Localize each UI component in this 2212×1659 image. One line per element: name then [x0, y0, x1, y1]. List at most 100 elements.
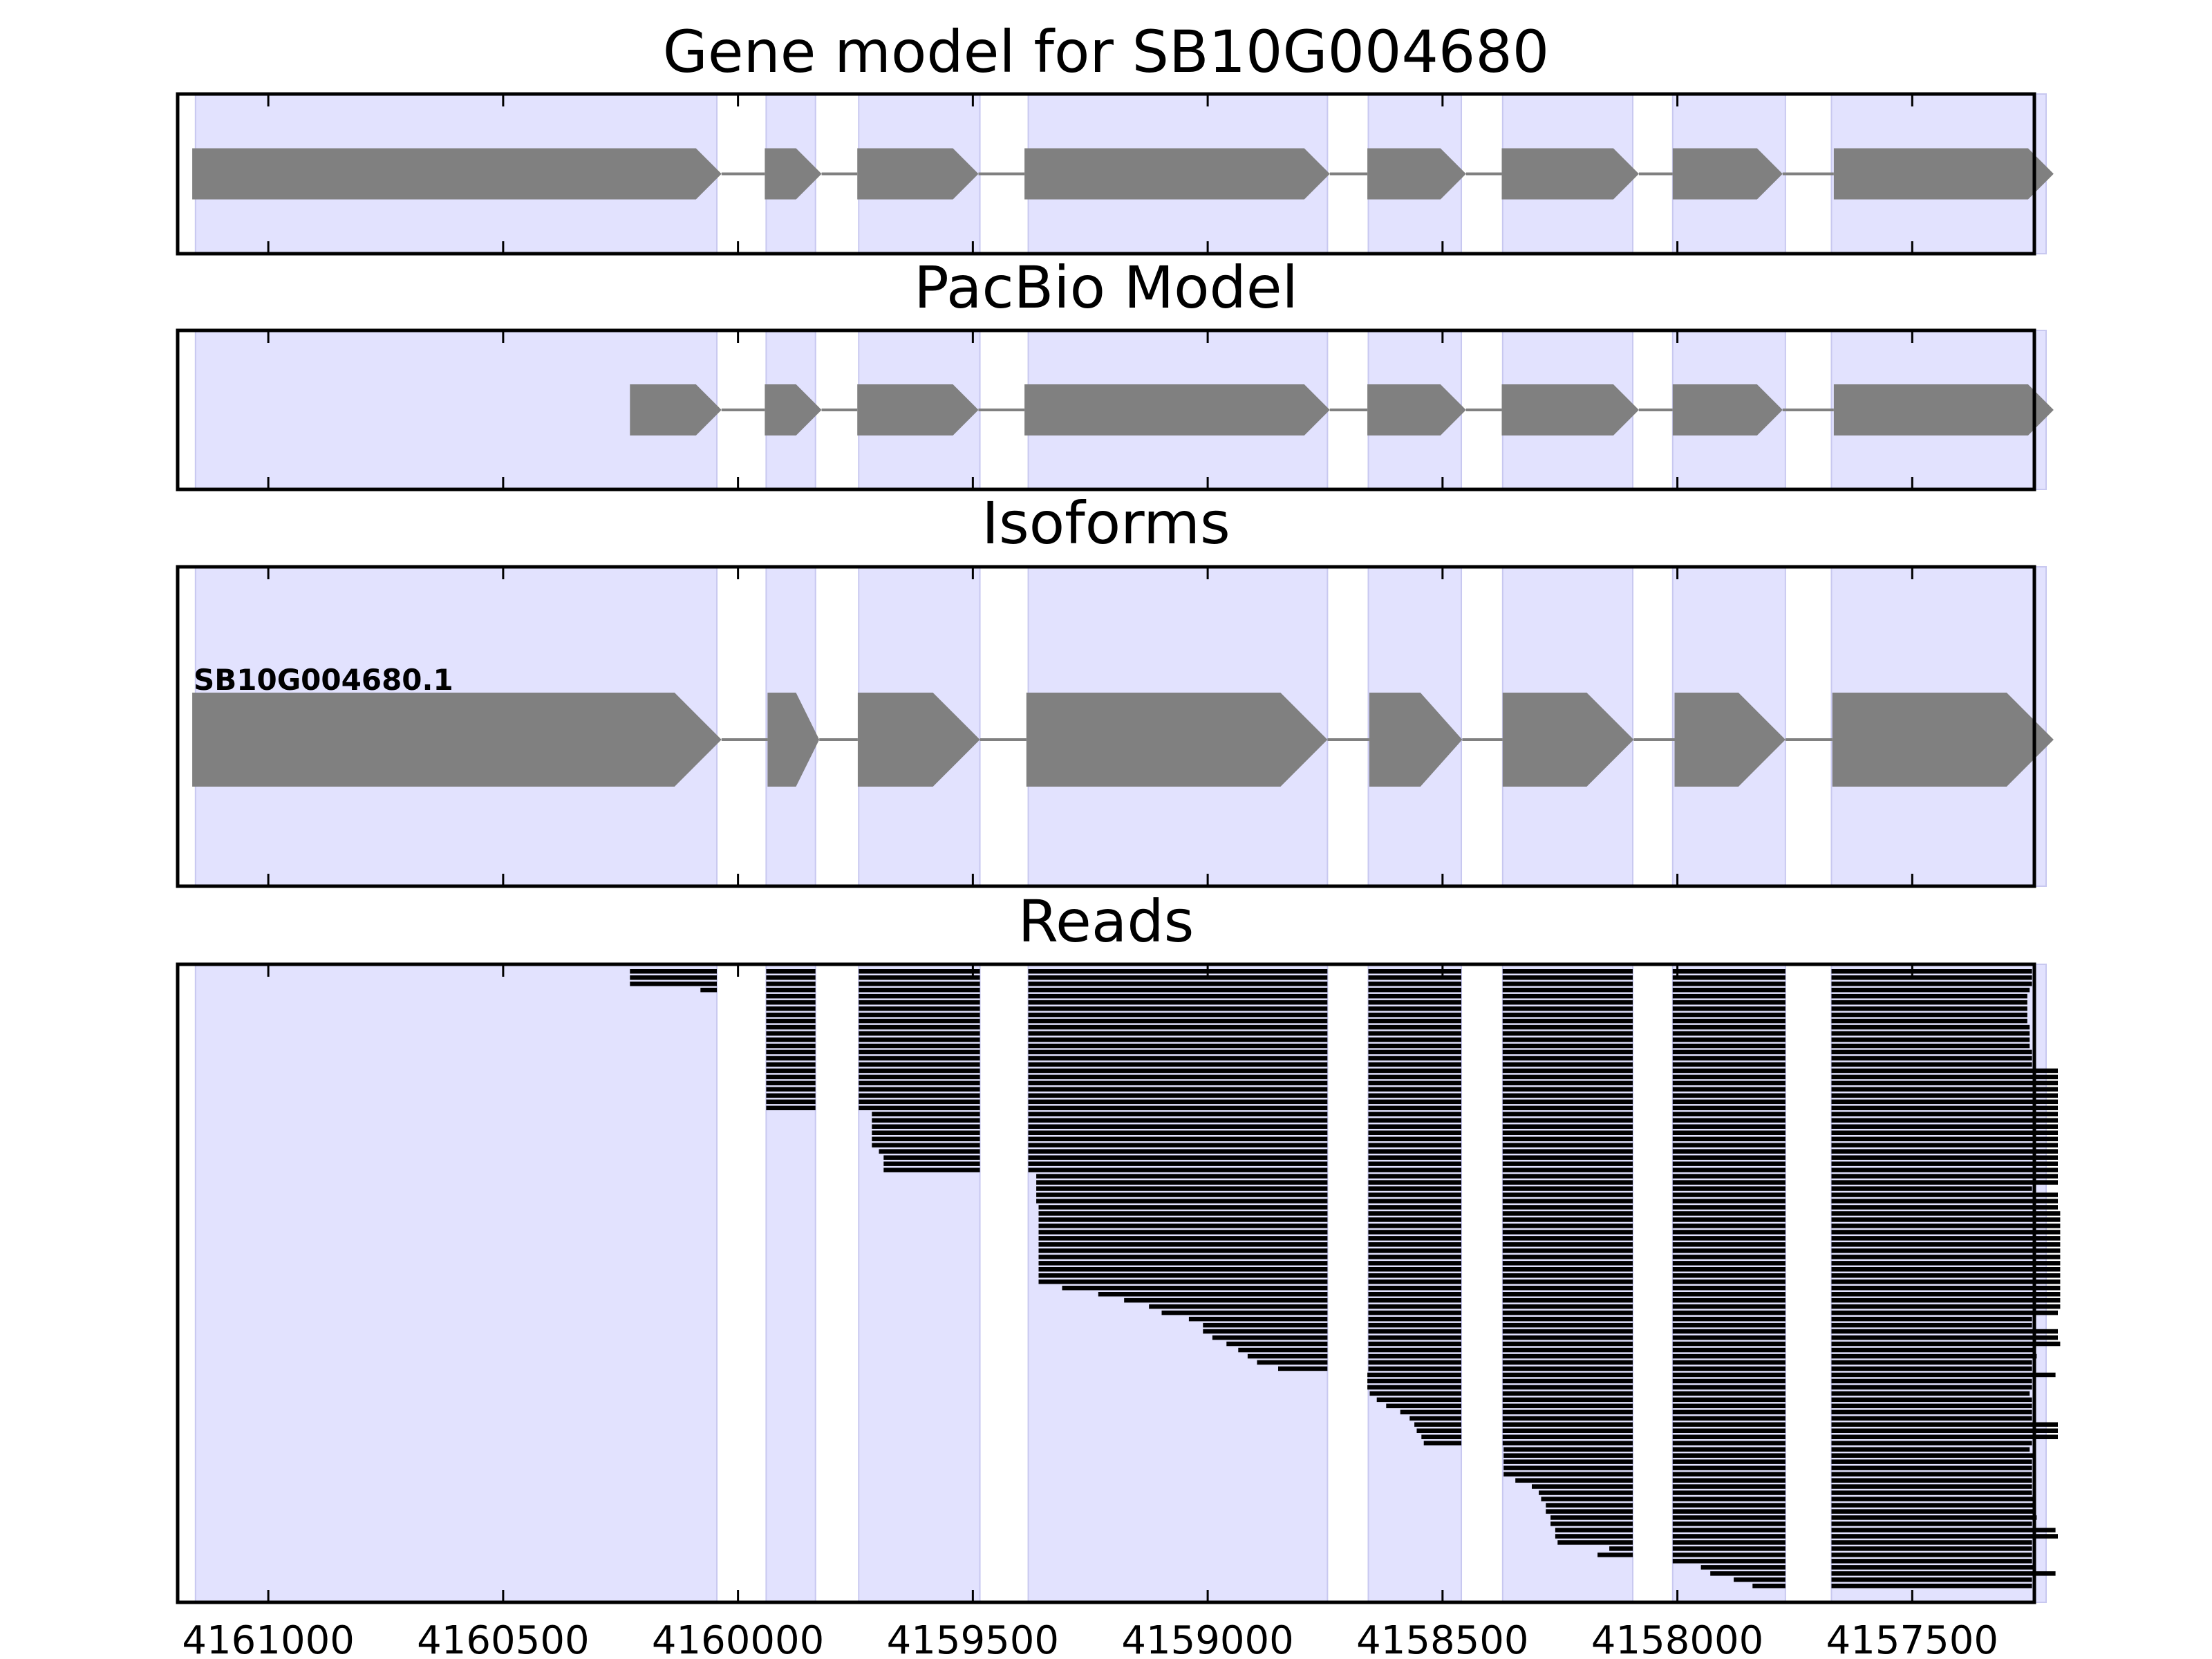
read-28-segment-5	[1672, 1136, 1785, 1141]
read-100-segment-2	[1831, 1584, 2032, 1588]
read-14-segment-2	[859, 1049, 980, 1055]
read-47-segment-4	[1672, 1255, 1785, 1259]
read-27-segment-3	[1368, 1130, 1461, 1135]
read-48-segment-4	[1672, 1261, 1785, 1266]
exon-shade-region-1	[194, 964, 718, 1603]
read-93-segment-1	[1557, 1540, 1633, 1545]
read-53-segment-2	[1368, 1292, 1461, 1297]
read-19-segment-1	[766, 1080, 816, 1086]
read-12-segment-1	[766, 1037, 816, 1042]
x-tick-label-2: 4160500	[417, 1618, 589, 1659]
read-47-segment-3	[1502, 1255, 1633, 1259]
read-10-segment-2	[859, 1024, 980, 1030]
exon-arrow-5	[1367, 384, 1466, 435]
read-52-segment-5	[1831, 1286, 2061, 1291]
read-82-segment-3	[1831, 1472, 2032, 1477]
read-69-segment-4	[1831, 1391, 2030, 1396]
read-88-segment-2	[1672, 1509, 1785, 1514]
read-36-segment-2	[1368, 1186, 1461, 1191]
read-81-segment-1	[1503, 1465, 1633, 1470]
read-61-segment-2	[1368, 1341, 1461, 1347]
read-43-segment-1	[1038, 1230, 1328, 1235]
read-57-segment-2	[1368, 1316, 1461, 1322]
read-29-segment-3	[1368, 1143, 1461, 1147]
read-100-segment-1	[1752, 1584, 1785, 1588]
read-25-segment-6	[1831, 1118, 2058, 1123]
read-98-segment-2	[1831, 1571, 2056, 1576]
read-63-segment-2	[1368, 1353, 1461, 1359]
read-40-segment-3	[1502, 1211, 1633, 1216]
read-70-segment-1	[1376, 1397, 1461, 1403]
read-18-segment-7	[1831, 1074, 2058, 1080]
read-45-segment-1	[1038, 1242, 1328, 1247]
read-15-segment-2	[859, 1056, 980, 1061]
read-95-segment-2	[1672, 1553, 1785, 1557]
read-14-segment-6	[1672, 1049, 1785, 1055]
read-46-segment-3	[1502, 1248, 1633, 1253]
read-55-segment-1	[1149, 1304, 1328, 1309]
read-9-segment-6	[1672, 1018, 1785, 1024]
read-19-segment-5	[1502, 1080, 1633, 1086]
read-12-segment-3	[1028, 1037, 1328, 1042]
isoforms-track: SB10G004680.1	[176, 565, 2054, 888]
pacbio-model-track	[176, 328, 2054, 491]
read-69-segment-3	[1672, 1391, 1785, 1396]
read-17-segment-5	[1502, 1068, 1633, 1074]
read-2-segment-5	[1368, 975, 1461, 980]
read-35-segment-4	[1672, 1180, 1785, 1185]
read-51-segment-3	[1502, 1280, 1633, 1284]
exon-arrow-4	[1024, 148, 1330, 200]
read-74-segment-2	[1502, 1422, 1633, 1427]
read-3-segment-5	[1368, 982, 1461, 986]
read-77-segment-3	[1672, 1441, 1785, 1445]
read-58-segment-3	[1502, 1322, 1633, 1328]
read-5-segment-3	[1028, 993, 1328, 999]
read-7-segment-1	[766, 1006, 816, 1011]
x-tick-label-7: 4158000	[1591, 1618, 1763, 1659]
read-48-segment-1	[1038, 1261, 1328, 1266]
read-64-segment-1	[1257, 1360, 1328, 1365]
read-18-segment-2	[859, 1074, 980, 1080]
read-9-segment-5	[1502, 1018, 1633, 1024]
read-53-segment-4	[1672, 1292, 1785, 1297]
read-61-segment-5	[1831, 1341, 2061, 1347]
read-47-segment-1	[1038, 1255, 1328, 1259]
read-34-segment-3	[1502, 1174, 1633, 1179]
read-42-segment-5	[1831, 1224, 2061, 1228]
read-80-segment-2	[1672, 1459, 1785, 1464]
read-65-segment-1	[1278, 1366, 1328, 1371]
read-87-segment-2	[1672, 1503, 1785, 1508]
read-62-segment-2	[1368, 1347, 1461, 1353]
read-2-segment-2	[766, 975, 816, 980]
read-25-segment-4	[1502, 1118, 1633, 1123]
read-84-segment-1	[1532, 1484, 1633, 1489]
read-8-segment-4	[1368, 1012, 1461, 1018]
read-22-segment-3	[1028, 1099, 1328, 1105]
read-83-segment-2	[1672, 1478, 1785, 1483]
read-55-segment-5	[1831, 1304, 2061, 1309]
isoform-label: SB10G004680.1	[194, 663, 453, 697]
read-79-segment-2	[1672, 1453, 1785, 1458]
read-56-segment-5	[1831, 1310, 2058, 1315]
read-64-segment-3	[1502, 1360, 1633, 1365]
read-36-segment-5	[1831, 1186, 2032, 1191]
read-59-segment-3	[1502, 1329, 1633, 1334]
read-80-segment-1	[1503, 1459, 1633, 1464]
axes-frame	[176, 962, 2036, 1604]
read-25-segment-1	[872, 1118, 980, 1123]
read-16-segment-4	[1368, 1062, 1461, 1067]
read-63-segment-1	[1247, 1353, 1328, 1359]
read-68-segment-3	[1672, 1385, 1785, 1390]
read-49-segment-4	[1672, 1267, 1785, 1272]
read-11-segment-5	[1502, 1031, 1633, 1036]
read-8-segment-5	[1502, 1012, 1633, 1018]
read-11-segment-7	[1831, 1031, 2030, 1036]
read-66-segment-1	[1367, 1372, 1461, 1378]
read-15-segment-1	[766, 1056, 816, 1061]
read-10-segment-4	[1368, 1024, 1461, 1030]
read-88-segment-1	[1546, 1509, 1633, 1514]
exon-arrow-8	[1833, 384, 2054, 435]
read-13-segment-5	[1502, 1043, 1633, 1049]
read-61-segment-3	[1502, 1341, 1633, 1347]
read-6-segment-2	[859, 1000, 980, 1005]
